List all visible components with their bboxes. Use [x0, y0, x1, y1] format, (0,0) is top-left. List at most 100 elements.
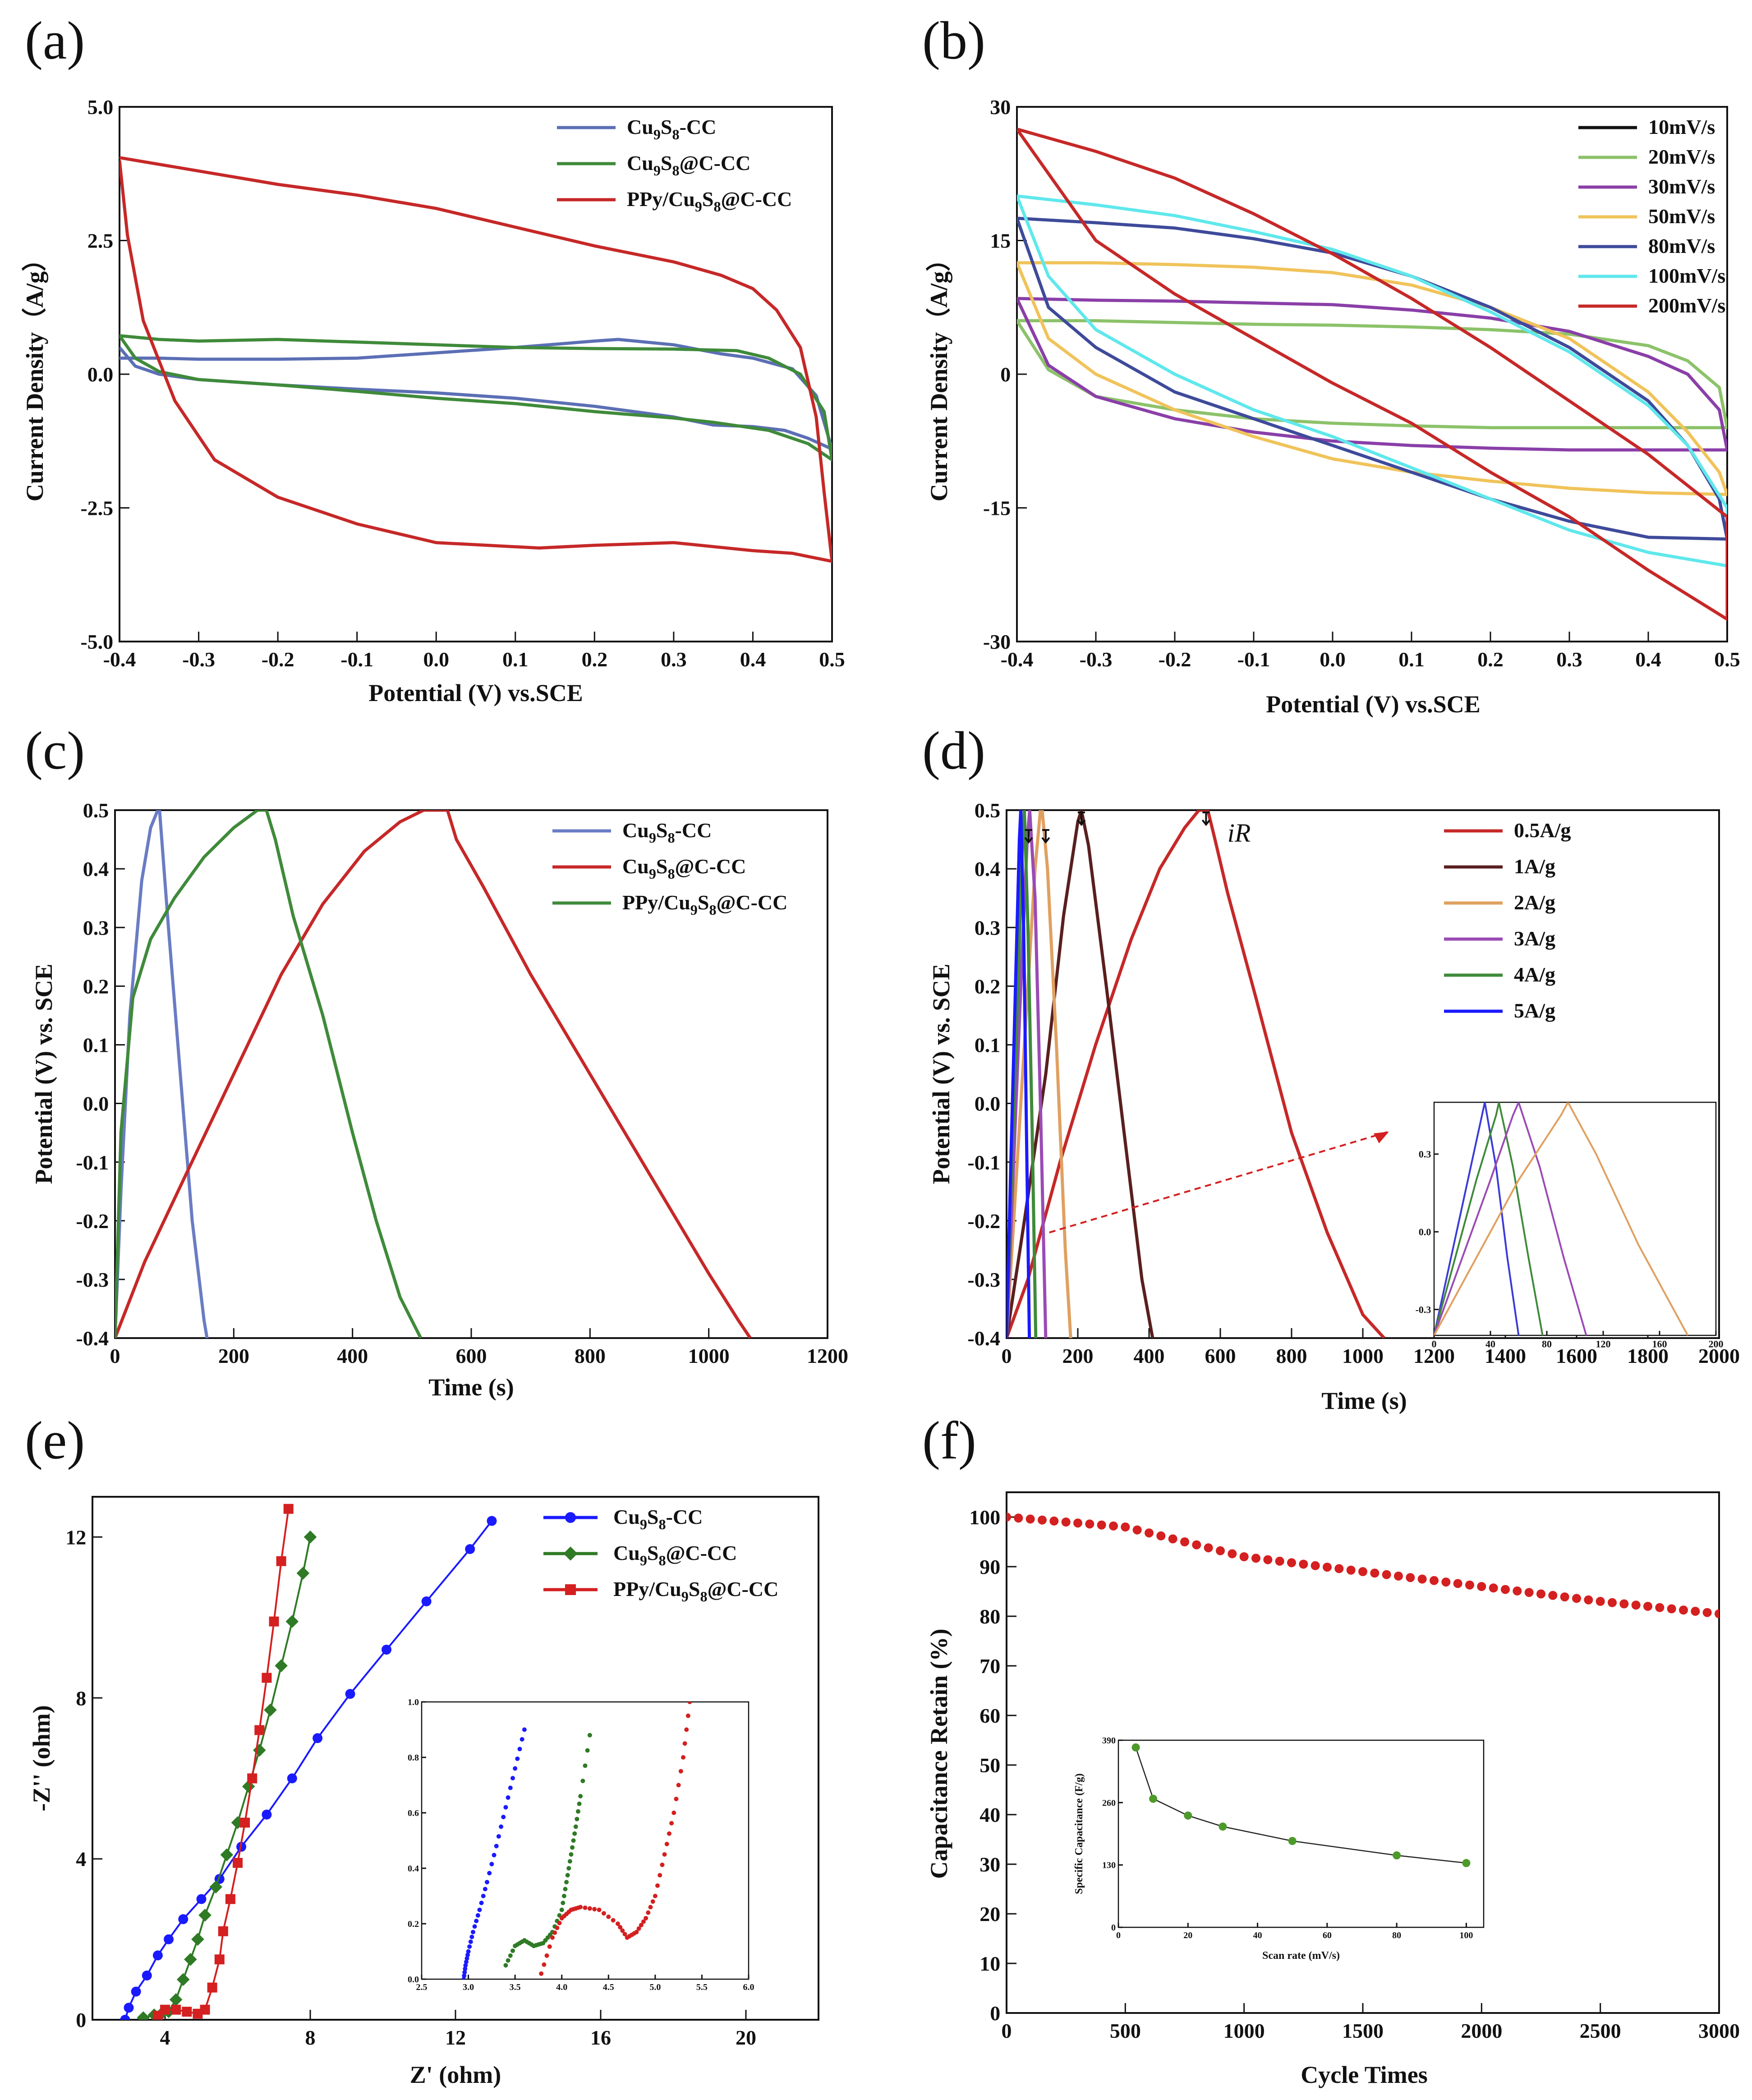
panel-c: (c) 0 200 400 600 800 1000 1200 -0.4 -0.3 -0.2 -0.1… — [25, 720, 848, 1401]
data-marker — [262, 1673, 272, 1683]
inset-x-tick-label: 4.5 — [603, 1982, 614, 1992]
inset-point — [539, 1971, 544, 1976]
y-axis-label: -Z'' (ohm) — [28, 1705, 55, 1811]
data-marker — [178, 1914, 189, 1924]
legend-label: 20mV/s — [1648, 145, 1715, 168]
x-axis-label: Potential (V) vs.SCE — [1266, 691, 1480, 718]
inset-point — [597, 1907, 602, 1912]
x-tick-label: 400 — [1134, 1344, 1165, 1367]
inset-x-tick-label: 80 — [1392, 1930, 1401, 1940]
inset-point — [481, 1894, 486, 1898]
data-marker — [182, 2007, 192, 2017]
legend-label: 3A/g — [1514, 927, 1555, 950]
series-line — [1017, 297, 1727, 452]
retention-point — [1038, 1515, 1047, 1525]
data-marker — [207, 1982, 217, 1993]
y-tick-label: 8 — [76, 1687, 86, 1710]
series-line — [1017, 194, 1727, 568]
inset-point — [555, 1926, 560, 1930]
panel-label: (a) — [25, 10, 85, 70]
panel-d: (d)0 200 400 600 800 1000 1200 1400 1600 1800 2000… — [922, 720, 1740, 1414]
y-tick-label: -0.2 — [76, 1210, 109, 1233]
legend-label: PPy/Cu9S8@C-CC — [613, 1577, 778, 1605]
inset-y-tick-label: 260 — [1102, 1798, 1116, 1808]
inset-point — [641, 1919, 646, 1924]
inset-point — [687, 1702, 692, 1704]
inset-point — [496, 1834, 501, 1839]
x-tick-label: 0 — [1002, 1344, 1012, 1367]
plot-frame — [119, 106, 833, 642]
legend-label: 30mV/s — [1648, 175, 1715, 198]
legend-item: 0.5A/g — [1444, 819, 1571, 842]
legend-label: 5A/g — [1514, 999, 1555, 1022]
series-line — [143, 1536, 311, 2019]
data-marker — [269, 1616, 279, 1627]
y-tick-label: -0.1 — [967, 1151, 1000, 1174]
data-marker — [164, 1934, 174, 1944]
inset-point — [475, 1913, 480, 1918]
inset-point — [1393, 1851, 1401, 1860]
inset-point — [1219, 1822, 1227, 1831]
inset-plot-area — [461, 1702, 692, 1979]
retention-point — [1145, 1528, 1154, 1538]
retention-point — [1346, 1565, 1356, 1575]
legend-label: PPy/Cu9S8@C-CC — [622, 891, 787, 918]
x-tick-label: 1200 — [1413, 1344, 1455, 1367]
data-marker — [169, 1993, 183, 2006]
x-tick-label: 1600 — [1556, 1344, 1597, 1367]
retention-point — [1168, 1534, 1177, 1544]
x-tick-label: 0.5 — [1714, 648, 1740, 671]
ir-drop-marker — [1201, 812, 1210, 826]
x-tick-label: -0.1 — [340, 648, 373, 671]
inset-point — [669, 1821, 674, 1826]
inset-point — [463, 1963, 468, 1968]
retention-point — [1216, 1546, 1225, 1555]
inset-x-tick-label: 5.5 — [696, 1982, 708, 1992]
inset-y-tick-label: 0.2 — [408, 1919, 419, 1929]
inset-point — [469, 1935, 474, 1940]
inset-y-tick-label: 0.8 — [408, 1753, 419, 1763]
y-tick-label: -0.1 — [76, 1151, 109, 1174]
retention-point — [1608, 1598, 1617, 1607]
retention-point — [1596, 1597, 1605, 1606]
inset-plot-area — [1131, 1743, 1471, 1867]
y-tick-label: 70 — [979, 1655, 1000, 1678]
legend-item: 5A/g — [1444, 999, 1555, 1022]
data-marker — [287, 1773, 297, 1784]
inset-line — [1434, 1102, 1544, 1335]
inset-x-tick-label: 4.0 — [556, 1982, 567, 1992]
x-tick-label: 0.0 — [1320, 648, 1346, 671]
x-tick-label: 1200 — [807, 1344, 848, 1367]
x-tick-label: 0.1 — [1398, 648, 1425, 671]
y-tick-label: 0 — [990, 2002, 1000, 2025]
legend-label: Cu9S8-CC — [627, 115, 716, 142]
series-line — [1007, 810, 1048, 1338]
panel-label: (c) — [25, 720, 85, 780]
inset-point — [508, 1785, 513, 1790]
inset-point — [1131, 1743, 1140, 1752]
inset-y-tick-label: 0.4 — [408, 1864, 419, 1874]
inset-point — [566, 1866, 571, 1871]
data-marker — [131, 1986, 141, 1997]
y-tick-label: 10 — [979, 1952, 1000, 1975]
inset-x-tick-label: 200 — [1709, 1338, 1724, 1349]
inset-point — [464, 1959, 469, 1964]
legend-label: 4A/g — [1514, 963, 1555, 986]
retention-point — [1049, 1516, 1059, 1526]
series-line — [120, 156, 832, 563]
x-tick-label: -0.2 — [1159, 648, 1191, 671]
panel-e: (e) 4 8 12 16 20 0 4 8 12 -Z'' (ohm) Z' (ohm) Cu9S8-… — [25, 1410, 819, 2088]
retention-point — [1453, 1579, 1462, 1588]
panel-f: (f)0 500 1000 1500 2000 2500 30000102030405060… — [922, 1410, 1740, 2088]
data-marker — [276, 1556, 286, 1566]
inset-point — [671, 1811, 676, 1815]
inset-point — [468, 1939, 473, 1944]
series-line — [120, 338, 832, 451]
y-tick-label: 0.3 — [975, 916, 1001, 939]
inset-line — [1434, 1102, 1520, 1335]
y-tick-label: -2.5 — [80, 497, 113, 520]
ir-annotation: iR — [1228, 818, 1251, 848]
plot-area — [1017, 128, 1727, 621]
legend-label: 2A/g — [1514, 891, 1555, 914]
retention-point — [1061, 1518, 1071, 1527]
